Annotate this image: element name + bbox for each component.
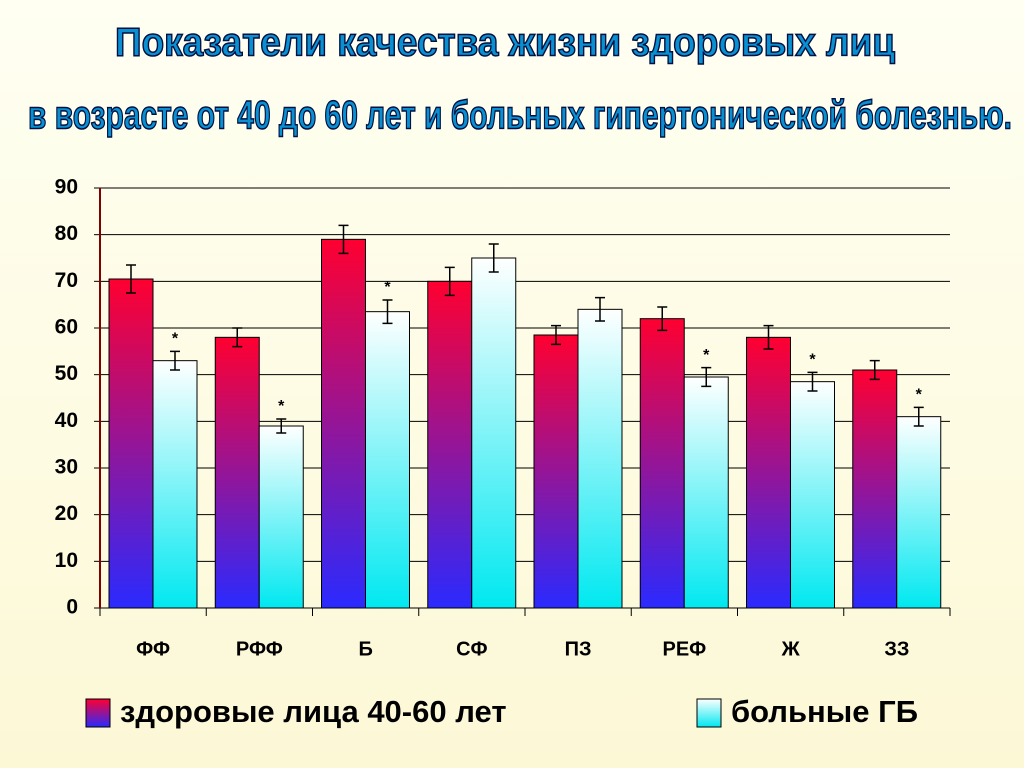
legend-label: здоровые лица 40-60 лет bbox=[120, 694, 507, 729]
x-tick-label: ФФ bbox=[136, 638, 170, 660]
error-bar bbox=[126, 264, 136, 294]
y-tick-label: 30 bbox=[55, 456, 78, 479]
bar bbox=[321, 238, 366, 609]
significance-marker: * bbox=[916, 387, 923, 404]
x-tick-label: Б bbox=[358, 638, 372, 660]
error-bar bbox=[701, 366, 712, 388]
y-tick-label: 80 bbox=[55, 222, 78, 245]
error-bar bbox=[595, 296, 605, 322]
bar bbox=[108, 278, 154, 609]
error-bar bbox=[763, 324, 774, 350]
significance-marker: * bbox=[703, 347, 710, 364]
bar bbox=[471, 257, 517, 609]
legend-label: больные ГБ bbox=[731, 694, 918, 729]
error-bar bbox=[551, 324, 561, 346]
error-bar bbox=[869, 359, 880, 381]
bar bbox=[365, 311, 410, 609]
x-tick-label: ПЗ bbox=[565, 638, 592, 660]
legend-swatch bbox=[85, 698, 111, 728]
x-tick-label: РФФ bbox=[236, 638, 283, 660]
error-bar bbox=[338, 224, 349, 255]
bar bbox=[427, 280, 473, 609]
y-tick-label: 0 bbox=[66, 596, 78, 619]
legend-swatch bbox=[696, 698, 722, 728]
bar bbox=[683, 376, 729, 609]
bar bbox=[746, 336, 791, 609]
x-tick-label: Ж bbox=[781, 638, 801, 660]
y-tick-label: 50 bbox=[55, 362, 78, 385]
error-bar bbox=[382, 299, 393, 325]
y-tick-label: 20 bbox=[55, 502, 78, 525]
bar bbox=[790, 381, 835, 609]
significance-marker: * bbox=[384, 279, 391, 296]
significance-marker: * bbox=[172, 331, 179, 348]
bar bbox=[896, 416, 942, 609]
error-bar bbox=[444, 266, 455, 297]
bar bbox=[852, 369, 898, 609]
y-tick-label: 40 bbox=[55, 409, 78, 432]
significance-marker: * bbox=[809, 352, 816, 369]
chart-title: Показатели качества жизни здоровых лиц bbox=[115, 21, 895, 65]
bar bbox=[152, 360, 198, 609]
error-bar bbox=[807, 371, 818, 392]
y-tick-label: 90 bbox=[55, 176, 78, 199]
bar bbox=[258, 425, 304, 609]
y-tick-label: 70 bbox=[55, 269, 78, 292]
x-tick-label: СФ bbox=[456, 638, 488, 660]
x-tick-label: ЗЗ bbox=[884, 638, 909, 660]
error-bar bbox=[276, 418, 287, 434]
significance-marker: * bbox=[278, 398, 285, 415]
x-tick-label: РЕФ bbox=[663, 638, 707, 660]
y-tick-label: 60 bbox=[55, 316, 78, 339]
error-bar bbox=[170, 350, 180, 371]
error-bar bbox=[913, 406, 924, 427]
error-bar bbox=[488, 243, 499, 273]
error-bar bbox=[657, 306, 668, 332]
y-tick-label: 10 bbox=[55, 549, 78, 572]
chart-subtitle: в возрасте от 40 до 60 лет и больных гип… bbox=[28, 94, 1012, 138]
bar bbox=[533, 334, 579, 609]
bar bbox=[214, 336, 260, 609]
error-bar bbox=[232, 327, 243, 348]
bar bbox=[639, 318, 685, 609]
bar bbox=[577, 308, 623, 609]
